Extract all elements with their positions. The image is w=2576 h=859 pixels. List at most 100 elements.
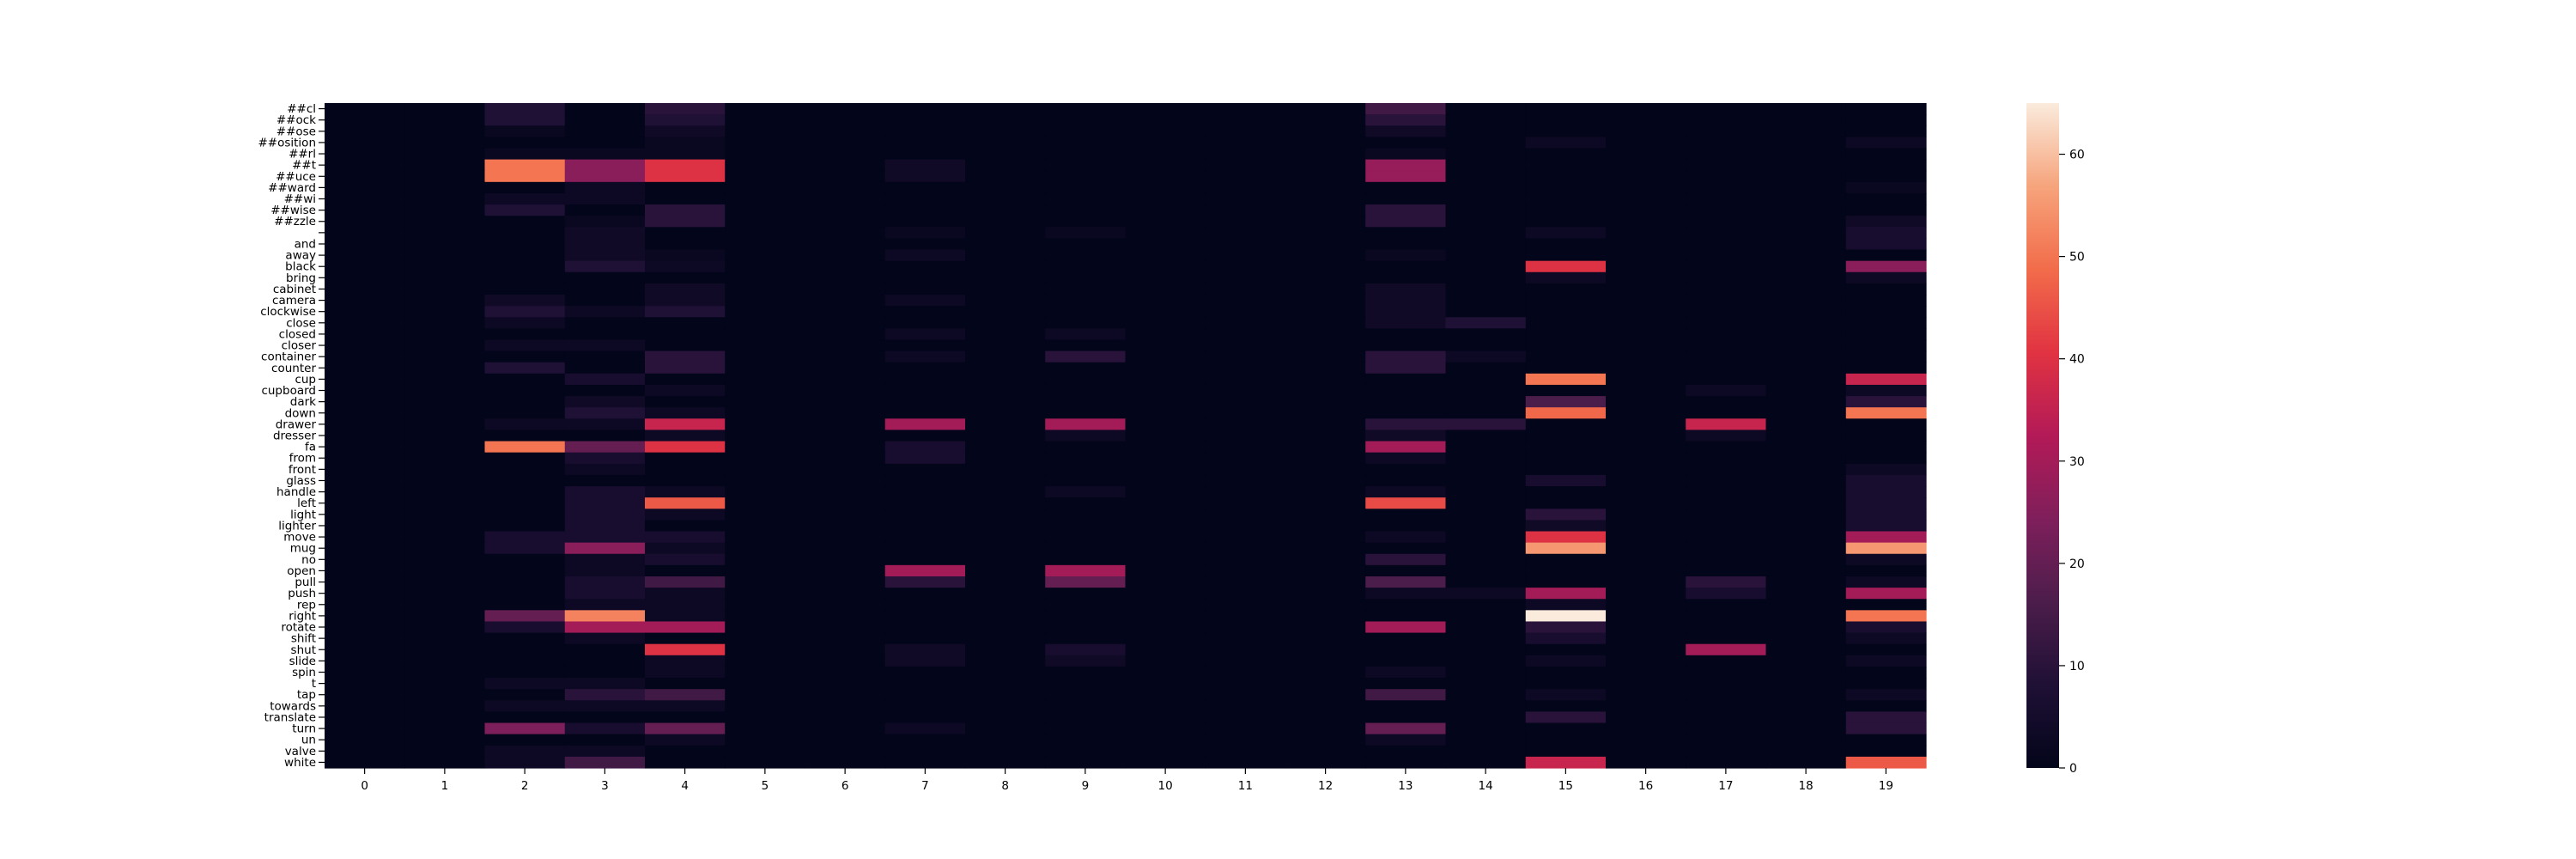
heatmap-cell (725, 430, 806, 442)
heatmap-cell (1765, 103, 1847, 115)
y-tick-label: ##ose (276, 125, 316, 138)
heatmap-cell (1686, 509, 1767, 521)
heatmap-cell (1365, 463, 1447, 476)
heatmap-cell (1365, 509, 1447, 521)
heatmap-cell (1445, 317, 1527, 329)
heatmap-cell (1285, 632, 1366, 645)
y-tick-label: glass (286, 474, 316, 488)
heatmap-cell (484, 700, 566, 713)
heatmap-cell (1205, 441, 1286, 454)
heatmap-cell (1606, 689, 1686, 701)
heatmap-cell (1525, 103, 1607, 115)
heatmap-cell (884, 689, 966, 701)
heatmap-cell (1445, 339, 1527, 352)
heatmap-cell (725, 103, 806, 115)
heatmap-cell (1845, 576, 1927, 588)
heatmap-cell (404, 295, 486, 307)
y-tick-label: ##zzle (274, 215, 316, 228)
heatmap-cell (805, 666, 886, 679)
heatmap-cell (404, 204, 486, 216)
heatmap-cell (404, 599, 486, 611)
heatmap-cell (564, 192, 646, 205)
heatmap-cell (1045, 441, 1127, 454)
heatmap-cell (404, 103, 486, 115)
heatmap-cell (965, 621, 1046, 634)
heatmap-cell (484, 509, 566, 521)
heatmap-cell (1205, 170, 1286, 183)
heatmap-cell (884, 666, 966, 679)
heatmap-cell (1125, 271, 1206, 284)
heatmap-cell (1285, 407, 1366, 419)
heatmap-cell (325, 632, 405, 645)
heatmap-cell (1205, 328, 1286, 341)
heatmap-cell (1365, 430, 1447, 442)
heatmap-cell (325, 204, 405, 216)
heatmap-cell (484, 655, 566, 667)
heatmap-cell (1686, 283, 1767, 295)
heatmap-cell (1445, 520, 1527, 533)
heatmap-cell (725, 678, 806, 690)
heatmap-cell (965, 339, 1046, 352)
heatmap-cell (1606, 103, 1686, 115)
heatmap-cell (1125, 621, 1206, 634)
heatmap-cell (1606, 520, 1686, 533)
heatmap-cell (645, 204, 726, 216)
y-tick-label: dark (290, 395, 316, 409)
heatmap-cell (645, 328, 726, 341)
heatmap-cell (1606, 734, 1686, 746)
heatmap-cell (1525, 700, 1607, 713)
heatmap-cell (884, 192, 966, 205)
heatmap-cell (325, 328, 405, 341)
heatmap-cell (1765, 396, 1847, 408)
heatmap-cell (325, 643, 405, 656)
heatmap-cell (1045, 204, 1127, 216)
heatmap-cell (1445, 474, 1527, 487)
heatmap-cell (645, 396, 726, 408)
heatmap-cell (1445, 227, 1527, 240)
heatmap-cell (564, 632, 646, 645)
heatmap-cell (1285, 441, 1366, 454)
heatmap-cell (1686, 295, 1767, 307)
heatmap-cell (1686, 350, 1767, 363)
heatmap-cell (805, 463, 886, 476)
heatmap-cell (1606, 643, 1686, 656)
heatmap-cell (1765, 542, 1847, 555)
heatmap-cell (805, 632, 886, 645)
heatmap-cell (564, 283, 646, 295)
heatmap-cell (1205, 384, 1286, 397)
heatmap-cell (1765, 452, 1847, 465)
heatmap-cell (1845, 430, 1927, 442)
heatmap-cell (1525, 643, 1607, 656)
heatmap-cell (1686, 159, 1767, 172)
heatmap-cell (1845, 170, 1927, 183)
heatmap-cell (1845, 509, 1927, 521)
x-tick-label: 3 (601, 779, 609, 793)
heatmap-cell (1125, 497, 1206, 509)
heatmap-cell (484, 621, 566, 634)
heatmap-cell (645, 756, 726, 769)
colorbar-tick-label: 40 (2069, 353, 2085, 367)
y-tick-label: counter (271, 362, 316, 375)
heatmap-cell (325, 599, 405, 611)
heatmap-cell (1125, 103, 1206, 115)
heatmap-cell (965, 295, 1046, 307)
heatmap-cell (1285, 599, 1366, 611)
heatmap-cell (645, 553, 726, 566)
heatmap-cell (884, 249, 966, 262)
heatmap-cell (1845, 339, 1927, 352)
heatmap-cell (404, 350, 486, 363)
heatmap-cell (1045, 227, 1127, 240)
colorbar-tick-label: 60 (2069, 149, 2085, 162)
heatmap-cell (1445, 655, 1527, 667)
heatmap-cell (965, 396, 1046, 408)
y-tick-label: slide (289, 655, 316, 668)
heatmap-cell (1765, 114, 1847, 126)
heatmap-cell (1045, 170, 1127, 183)
heatmap-cell (645, 114, 726, 126)
heatmap-cell (1285, 295, 1366, 307)
heatmap-cell (325, 350, 405, 363)
heatmap-cell (1845, 621, 1927, 634)
heatmap-cell (1045, 553, 1127, 566)
heatmap-cell (1525, 317, 1607, 329)
heatmap-cell (1606, 430, 1686, 442)
